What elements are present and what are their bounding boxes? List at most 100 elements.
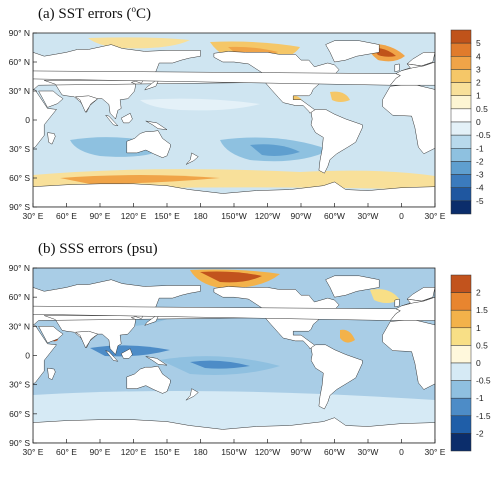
land-s-america bbox=[310, 109, 363, 174]
colorbar-swatch bbox=[450, 292, 472, 311]
land-borneo bbox=[120, 112, 133, 124]
colorbar-swatch bbox=[450, 345, 472, 364]
colorbar-swatch bbox=[450, 327, 472, 346]
lon-label: 30°W bbox=[358, 447, 379, 457]
lat-label: 90° S bbox=[9, 438, 30, 448]
colorbar-swatch bbox=[450, 274, 472, 293]
land-madagascar bbox=[47, 367, 56, 381]
lon-label: 120° E bbox=[121, 211, 147, 221]
land-australia bbox=[126, 130, 171, 158]
land-europe-e bbox=[389, 61, 435, 86]
land-uk bbox=[394, 298, 400, 308]
lat-label: 60° N bbox=[9, 292, 30, 302]
lon-label: 90° E bbox=[90, 447, 111, 457]
lat-label: 60° N bbox=[9, 57, 30, 67]
lat-label: 30° S bbox=[9, 380, 30, 390]
colorbar-swatch bbox=[450, 187, 472, 202]
error-patch-equatorial-pacific bbox=[140, 98, 260, 111]
lon-label: 90°W bbox=[291, 447, 312, 457]
lon-label: 60° E bbox=[56, 447, 77, 457]
lon-label: 60°W bbox=[324, 211, 345, 221]
panel-title-sst: (a) SST errors (oC) bbox=[38, 4, 151, 22]
land-africa bbox=[382, 83, 435, 155]
colorbar-label: -1 bbox=[476, 393, 484, 403]
land-sumatra bbox=[104, 350, 119, 362]
lon-label: 30° E bbox=[23, 211, 44, 221]
map-sss bbox=[33, 268, 435, 443]
colorbar-sst: 5 4 3 2 1 0.5 0 -0.5 -1 -2 -3 -4 -5 bbox=[450, 29, 491, 215]
colorbar-label: -0.5 bbox=[476, 376, 491, 386]
colorbar-label: -1 bbox=[476, 143, 484, 153]
lon-label: 150° E bbox=[154, 447, 180, 457]
colorbar-swatch bbox=[450, 69, 472, 83]
land-new-zealand bbox=[185, 152, 199, 165]
panel-sss: (b) SSS errors (psu) 90° N 60° N 30° N 0 30°… bbox=[9, 241, 491, 457]
colorbar-swatch bbox=[450, 82, 472, 96]
colorbar-swatch bbox=[450, 397, 472, 417]
colorbar-label: 2 bbox=[476, 288, 481, 298]
land-africa bbox=[33, 324, 57, 385]
lon-label: 150° E bbox=[154, 211, 180, 221]
lon-label: 30° E bbox=[23, 447, 44, 457]
lon-label: 120° E bbox=[121, 447, 147, 457]
panel-sst: (a) SST errors (oC) 90° N 60° N 30° N 0 30° … bbox=[9, 4, 491, 221]
colorbar-swatch bbox=[450, 362, 472, 381]
lon-label: 30° E bbox=[425, 211, 446, 221]
lat-label: 90° N bbox=[9, 263, 30, 273]
colorbar-label: 0.5 bbox=[476, 104, 488, 114]
colorbar-label: 1 bbox=[476, 91, 481, 101]
error-band-southern-ocean-core bbox=[60, 175, 220, 184]
lat-label: 60° S bbox=[9, 173, 30, 183]
lat-label: 30° S bbox=[9, 144, 30, 154]
lat-label: 30° N bbox=[9, 321, 30, 331]
land-arabia bbox=[38, 90, 64, 108]
lon-label: 30°W bbox=[358, 211, 379, 221]
colorbar-swatch bbox=[450, 309, 472, 329]
lat-label: 90° N bbox=[9, 28, 30, 38]
land-europe-e bbox=[389, 296, 435, 321]
colorbar-label: -1.5 bbox=[476, 411, 491, 421]
colorbar-swatch bbox=[450, 42, 472, 57]
land-madagascar bbox=[47, 132, 56, 145]
colorbar-swatch bbox=[450, 415, 472, 434]
land-s-america bbox=[310, 344, 363, 410]
land-new-guinea bbox=[145, 120, 168, 130]
colorbar-swatch bbox=[450, 108, 472, 123]
panel-title-sss: (b) SSS errors (psu) bbox=[38, 241, 158, 257]
land-greenland bbox=[325, 40, 380, 63]
lon-label: 0 bbox=[399, 447, 404, 457]
map-sst bbox=[33, 33, 435, 207]
error-patch-south-pacific-core bbox=[190, 360, 250, 369]
lon-label: 180 bbox=[193, 211, 207, 221]
land-india-pen bbox=[74, 330, 99, 349]
lon-label: 120°W bbox=[255, 447, 281, 457]
error-patch-amazon bbox=[340, 329, 355, 343]
land-new-zealand bbox=[185, 388, 199, 401]
land-sumatra bbox=[104, 114, 119, 127]
colorbar-label: 3 bbox=[476, 64, 481, 74]
colorbar-label: -2 bbox=[476, 156, 484, 166]
error-patch-arctic-core bbox=[200, 271, 262, 283]
colorbar-label: 2 bbox=[476, 78, 481, 88]
lon-label: 180 bbox=[193, 447, 207, 457]
land-uk bbox=[394, 63, 400, 73]
lat-label: 0 bbox=[25, 115, 30, 125]
colorbar-label: 1 bbox=[476, 323, 481, 333]
lon-label: 30° E bbox=[425, 447, 446, 457]
colorbar-label: -3 bbox=[476, 170, 484, 180]
colorbar-label: 0.5 bbox=[476, 340, 488, 350]
colorbar-sss: 2 1.5 1 0.5 0 -0.5 -1 -1.5 -2 bbox=[450, 274, 491, 452]
colorbar-swatch bbox=[450, 174, 472, 188]
error-patch-upwelling-atlantic bbox=[330, 91, 350, 102]
colorbar-swatch bbox=[450, 134, 472, 149]
land-australia bbox=[126, 365, 171, 394]
colorbar-swatch bbox=[450, 121, 472, 136]
lon-label: 0 bbox=[399, 211, 404, 221]
lat-label: 0 bbox=[25, 351, 30, 361]
land-antarctica bbox=[33, 417, 435, 443]
lon-label: 90° E bbox=[90, 211, 111, 221]
land-africa bbox=[382, 319, 435, 390]
colorbar-swatch bbox=[450, 56, 472, 70]
land-arabia bbox=[38, 326, 64, 344]
